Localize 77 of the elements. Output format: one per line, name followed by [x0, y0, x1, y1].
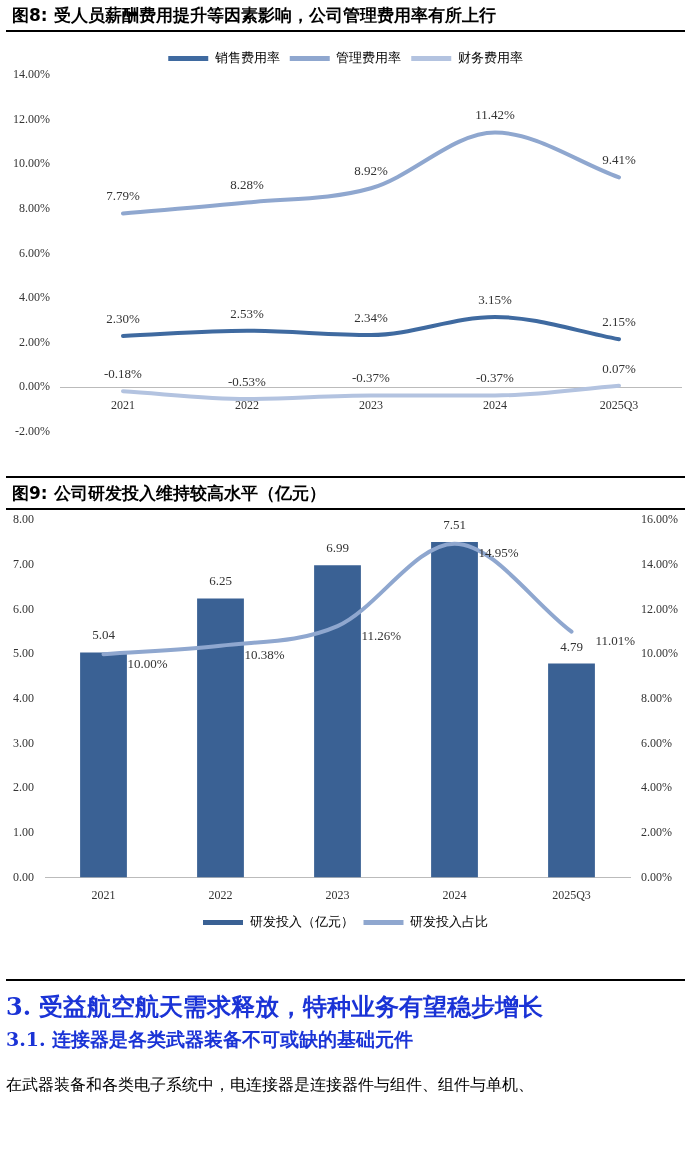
y2-tick-label: 10.00% [641, 646, 678, 661]
y-tick-label: 0.00% [19, 379, 50, 394]
data-label: 11.26% [361, 627, 402, 643]
y-tick-label: 12.00% [13, 111, 50, 126]
y2-tick-label: 8.00% [641, 691, 672, 706]
legend-label: 销售费用率 [213, 49, 280, 65]
data-label: -0.53% [228, 373, 267, 389]
data-label: 7.51 [443, 517, 466, 533]
chart-title: 图9: 公司研发投入维持较高水平（亿元） [6, 478, 685, 510]
y2-tick-label: 14.00% [641, 557, 678, 572]
chart-title: 图8: 受人员薪酬费用提升等因素影响，公司管理费用率有所上行 [6, 0, 685, 32]
legend-label: 研发投入占比 [410, 913, 488, 929]
data-label: -0.37% [476, 370, 515, 386]
y-tick-label: 1.00 [13, 825, 34, 840]
bar [314, 565, 361, 878]
x-tick-label: 2025Q3 [552, 887, 591, 902]
data-label: 10.38% [244, 647, 285, 663]
text: 3.1. 连接器是各类武器装备不可或缺的基础元件 [6, 1027, 415, 1052]
y-tick-label: 8.00 [13, 512, 34, 527]
data-label: 2.15% [602, 314, 636, 330]
bar [197, 598, 244, 878]
y2-tick-label: 0.00% [641, 869, 672, 884]
data-label: 8.92% [354, 163, 388, 179]
data-label: 2.53% [230, 305, 264, 321]
data-label: 7.79% [106, 188, 140, 204]
data-label: 0.07% [602, 360, 636, 376]
x-tick-label: 2024 [483, 397, 507, 412]
data-label: 11.01% [595, 633, 636, 649]
bar [80, 652, 127, 878]
x-tick-label: 2021 [91, 887, 116, 902]
x-tick-label: 2021 [111, 397, 135, 412]
y-tick-label: 3.00 [13, 735, 34, 750]
data-label: 5.04 [92, 627, 116, 643]
y-tick-label: 2.00 [13, 780, 34, 795]
data-label: 4.79 [560, 638, 583, 654]
y-tick-label: 14.00% [13, 67, 50, 82]
bar [548, 663, 595, 878]
y-tick-label: -2.00% [15, 423, 50, 438]
y-tick-label: 5.00 [13, 646, 34, 661]
y-tick-label: 6.00% [19, 245, 50, 260]
y2-tick-label: 12.00% [641, 601, 678, 616]
x-tick-label: 2024 [442, 887, 467, 902]
bar [431, 542, 478, 878]
x-tick-label: 2022 [208, 887, 233, 902]
data-label: 2.30% [106, 310, 140, 326]
data-label: 14.95% [478, 545, 519, 561]
x-tick-label: 2023 [359, 397, 383, 412]
y-tick-label: 6.00 [13, 601, 34, 616]
data-label: -0.37% [352, 370, 391, 386]
y2-tick-label: 2.00% [641, 825, 672, 840]
y-tick-label: 2.00% [19, 334, 50, 349]
x-tick-label: 2023 [325, 887, 350, 902]
y-tick-label: 8.00% [19, 200, 50, 215]
y-tick-label: 7.00 [13, 557, 34, 572]
y-tick-label: 4.00% [19, 290, 50, 305]
x-tick-label: 2025Q3 [599, 397, 639, 412]
data-label: 8.28% [230, 177, 264, 193]
legend-label: 财务费用率 [457, 49, 523, 65]
y-tick-label: 10.00% [13, 156, 50, 171]
data-label: 6.99 [326, 540, 349, 556]
data-label: 10.00% [127, 655, 168, 671]
data-label: 11.42% [475, 107, 515, 123]
data-label: 2.34% [354, 309, 388, 325]
y2-tick-label: 6.00% [641, 735, 672, 750]
y-tick-label: 4.00 [13, 691, 34, 706]
text: 3. 受益航空航天需求释放，特种业务有望稳步增长 [6, 991, 545, 1023]
text: 在武器装备和各类电子系统中，电连接器是连接器件与组件、组件与单机、 [6, 1075, 535, 1096]
x-tick-label: 2022 [235, 397, 259, 412]
data-label: 6.25 [209, 573, 232, 589]
y2-tick-label: 16.00% [641, 512, 678, 527]
y2-tick-label: 4.00% [641, 780, 672, 795]
legend-label: 管理费用率 [336, 49, 402, 65]
data-label: 9.41% [602, 152, 636, 168]
legend-label: 研发投入（亿元） [249, 913, 354, 929]
data-label: -0.18% [104, 366, 143, 382]
data-label: 3.15% [478, 291, 512, 307]
y-tick-label: 0.00 [13, 869, 34, 884]
